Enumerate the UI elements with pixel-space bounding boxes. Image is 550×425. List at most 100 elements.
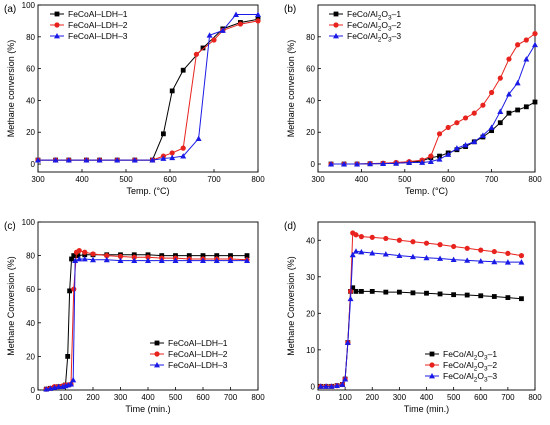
x-tick-label: 400 <box>355 175 369 184</box>
data-point <box>489 128 494 134</box>
data-point <box>419 159 426 165</box>
data-point <box>339 381 346 387</box>
legend-marker <box>54 11 60 17</box>
data-point <box>437 153 442 159</box>
data-point <box>424 290 429 296</box>
data-point <box>104 253 110 259</box>
legend-marker <box>429 362 435 368</box>
data-point <box>71 253 77 258</box>
series-line <box>331 33 536 165</box>
data-point <box>213 257 220 264</box>
data-point <box>505 91 512 97</box>
legend-entry: FeCoAl–LDH–3 <box>168 360 228 370</box>
data-point <box>445 124 451 131</box>
data-point <box>369 250 376 256</box>
data-point <box>90 256 96 263</box>
data-point <box>445 151 452 157</box>
plot-frame <box>317 4 536 173</box>
legend-marker <box>429 351 435 357</box>
y-tick-label: 20 <box>306 309 315 318</box>
data-point <box>55 383 62 390</box>
y-tick-label: 0 <box>311 382 316 391</box>
data-point <box>347 295 354 302</box>
data-point <box>369 234 375 240</box>
data-point <box>117 257 124 264</box>
data-point <box>464 292 470 298</box>
data-point <box>523 56 530 62</box>
data-point <box>70 376 77 383</box>
x-tick-label: 400 <box>141 393 155 402</box>
data-point <box>464 257 471 263</box>
data-point <box>393 160 400 166</box>
data-point <box>169 150 175 156</box>
x-tick-label: 500 <box>447 393 461 402</box>
y-axis-label: Methane Conversion (%) <box>286 256 296 356</box>
data-point <box>145 257 151 264</box>
data-point <box>464 245 470 251</box>
x-axis-label: Temp. (°C) <box>405 186 448 196</box>
data-point <box>328 383 335 389</box>
legend-entry: FeCo/Al2O3–3 <box>443 371 497 384</box>
x-axis-label: Time (min.) <box>404 404 449 414</box>
panel-label: (a) <box>4 4 16 15</box>
data-point <box>396 237 402 243</box>
data-point <box>428 153 434 159</box>
series-line <box>38 20 259 161</box>
data-point <box>71 286 77 292</box>
y-tick-label: 40 <box>306 236 315 245</box>
data-point <box>383 289 389 295</box>
data-point <box>453 145 460 151</box>
data-point <box>341 161 348 167</box>
data-point <box>478 293 484 299</box>
data-point <box>518 253 525 259</box>
x-tick-label: 800 <box>528 393 542 402</box>
legend-entry: FeCoAl–LDH–2 <box>68 20 128 30</box>
chart-panel-4: 0 100 200 300 400 500 600 700 800 0 10 20 30 40 Time (… <box>284 221 542 414</box>
data-point <box>479 132 486 138</box>
data-point <box>514 79 521 86</box>
data-point <box>436 156 443 162</box>
legend-marker <box>154 340 160 346</box>
data-point <box>427 158 434 165</box>
data-point <box>406 159 413 165</box>
legend-marker <box>154 362 160 368</box>
data-point <box>437 242 443 248</box>
data-point <box>367 160 374 167</box>
series-2 <box>328 31 538 167</box>
data-point <box>211 37 217 43</box>
x-tick-label: 700 <box>485 175 499 184</box>
y-tick-label: 0 <box>31 160 36 169</box>
data-point <box>244 253 250 258</box>
x-tick-label: 300 <box>393 393 407 402</box>
data-point <box>65 157 72 163</box>
x-tick-label: 800 <box>251 393 265 402</box>
data-point <box>352 248 359 254</box>
data-point <box>328 161 335 167</box>
chart-panel-2: 300 400 500 600 700 800 0 20 40 60 80 Temp. (°C) Met… <box>284 4 542 196</box>
data-point <box>489 89 495 96</box>
x-tick-label: 600 <box>474 393 488 402</box>
data-point <box>200 257 206 264</box>
series-3 <box>35 11 261 163</box>
data-point <box>497 120 503 126</box>
data-point <box>82 249 88 255</box>
data-point <box>65 354 71 359</box>
data-point <box>180 67 186 73</box>
panel-label: (c) <box>4 221 16 232</box>
legend-entry: FeCoAl–LDH–2 <box>168 349 228 359</box>
legend-entry: FeCo/Al2O3–1 <box>443 349 497 362</box>
data-point <box>353 232 359 238</box>
data-point <box>69 256 74 262</box>
legend-marker <box>333 11 339 17</box>
data-point <box>382 251 389 257</box>
data-point <box>149 157 156 163</box>
x-tick-label: 300 <box>114 393 128 402</box>
x-tick-label: 200 <box>366 393 380 402</box>
y-tick-label: 10 <box>306 346 315 355</box>
x-tick-label: 800 <box>528 175 542 184</box>
data-point <box>515 107 521 113</box>
data-point <box>158 257 165 264</box>
data-point <box>200 45 206 51</box>
panel-label: (d) <box>284 221 296 232</box>
data-point <box>83 157 90 163</box>
